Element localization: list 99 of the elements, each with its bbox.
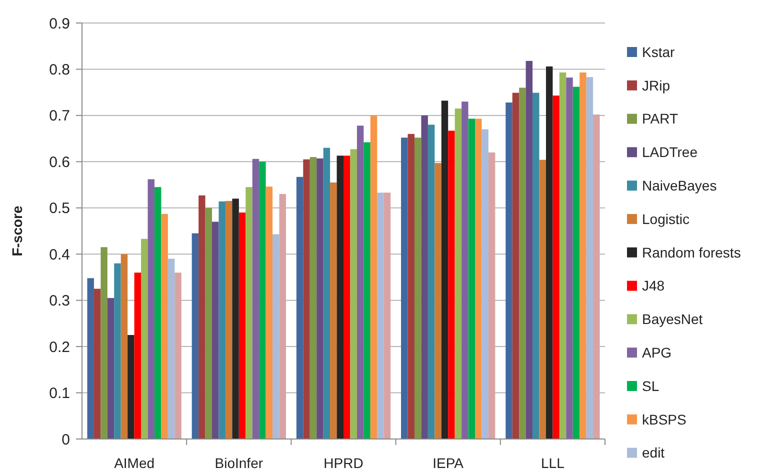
bar [512, 92, 520, 439]
bar [218, 201, 226, 439]
bar [316, 158, 324, 439]
bar [586, 77, 594, 439]
bar [468, 118, 475, 439]
y-tick-label: 0.1 [49, 385, 70, 402]
x-tick-label: IEPA [432, 455, 464, 471]
bar [401, 138, 408, 439]
bar [580, 72, 586, 439]
y-tick-label: 0.7 [49, 108, 70, 125]
bar [344, 156, 350, 439]
y-tick-label: 0.3 [49, 292, 70, 310]
bar [434, 163, 442, 439]
y-tick-label: 0.2 [49, 338, 70, 356]
bar [428, 124, 435, 439]
y-tick-label: 0.9 [49, 15, 70, 32]
legend-label: edit [642, 444, 665, 461]
bar [141, 238, 148, 439]
legend-label: LADTree [642, 144, 698, 160]
bar [198, 195, 206, 439]
bar [296, 176, 304, 439]
bar [303, 159, 310, 439]
bar [593, 114, 600, 439]
bar [506, 102, 512, 439]
bar [519, 88, 526, 439]
bar [566, 78, 573, 439]
bar [364, 142, 370, 439]
bar [448, 130, 455, 439]
y-tick-label: 0.8 [49, 61, 70, 78]
bar [336, 156, 344, 439]
bar [154, 187, 162, 439]
legend-label: Logistic [642, 210, 690, 227]
bar [488, 152, 496, 439]
legend-label: APG [642, 344, 672, 360]
legend-label: kBSPS [642, 411, 686, 428]
bar [356, 126, 364, 439]
bar [168, 258, 175, 439]
bar [384, 192, 391, 439]
bar [272, 234, 280, 439]
legend-label: J48 [642, 278, 665, 294]
bar [107, 298, 114, 439]
bar [161, 214, 168, 439]
x-tick-label: BioInfer [214, 455, 264, 471]
bar [120, 254, 128, 439]
bar [441, 100, 448, 439]
bar [232, 198, 239, 439]
legend-label: JRip [642, 77, 670, 94]
bar [259, 162, 266, 439]
legend-label: PART [642, 110, 678, 127]
x-tick-label: LLL [541, 455, 565, 471]
bar [539, 160, 546, 439]
bar [174, 272, 182, 439]
bar [532, 92, 540, 439]
bar [552, 96, 560, 439]
bar [421, 115, 428, 439]
bar [212, 222, 219, 439]
bar [572, 86, 580, 439]
bar [482, 129, 488, 439]
bar [310, 157, 317, 439]
bar [192, 233, 199, 439]
legend-label: Kstar [642, 44, 676, 60]
bar [252, 158, 260, 439]
bar [100, 247, 108, 439]
bar [225, 200, 232, 439]
bar [546, 66, 553, 439]
bar [559, 72, 566, 439]
bar [323, 148, 330, 439]
bar [266, 186, 273, 439]
bar [414, 138, 422, 439]
y-tick-label: 0.6 [49, 154, 70, 171]
bar [526, 60, 533, 439]
legend-label: BayesNet [642, 311, 703, 328]
bar [128, 335, 134, 439]
x-tick-label: HPRD [324, 455, 364, 471]
y-tick-label: 0 [62, 431, 70, 448]
y-axis-title: F-score [9, 206, 25, 256]
bar [238, 212, 246, 439]
legend-label: SL [642, 378, 660, 394]
bar [462, 102, 468, 439]
bar [474, 118, 482, 439]
legend-label: NaiveBayes [642, 178, 717, 194]
bar [377, 192, 384, 439]
bar [148, 179, 154, 439]
bar [279, 194, 286, 439]
bar [87, 278, 94, 439]
y-tick-label: 0.5 [49, 200, 70, 218]
bar [205, 208, 212, 439]
y-tick-label: 0.4 [49, 246, 70, 264]
bar [350, 149, 357, 439]
bar [246, 187, 252, 439]
x-tick-label: AIMed [114, 455, 155, 471]
bar [454, 108, 462, 439]
bar [94, 288, 101, 439]
bar [370, 115, 378, 439]
bar [408, 134, 414, 439]
bar [134, 272, 142, 439]
bar [114, 263, 121, 439]
bar [330, 182, 337, 439]
legend-label: Random forests [642, 244, 741, 260]
